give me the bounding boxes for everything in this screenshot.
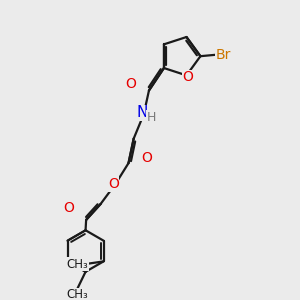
Text: H: H [147,110,156,124]
Text: O: O [108,177,119,191]
Text: O: O [182,70,194,84]
Text: O: O [141,151,152,165]
Text: O: O [64,201,75,215]
Text: N: N [136,106,148,121]
Text: CH₃: CH₃ [67,258,88,271]
Text: CH₃: CH₃ [66,288,88,300]
Text: Br: Br [215,48,231,62]
Text: O: O [126,77,136,91]
